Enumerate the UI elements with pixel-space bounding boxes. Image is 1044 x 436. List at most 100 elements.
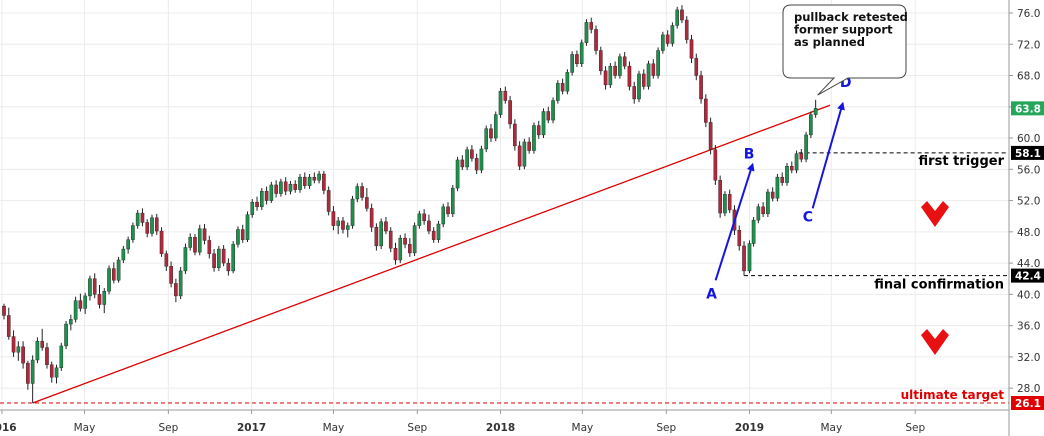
- candle-body: [684, 19, 689, 40]
- y-tick-label: 36.0: [1017, 321, 1040, 333]
- candle-body: [441, 206, 446, 225]
- candle-body: [40, 341, 44, 348]
- candle-body: [197, 228, 202, 253]
- candle-body: [641, 73, 646, 87]
- candle-body: [2, 305, 6, 316]
- y-tick-label: 28.0: [1017, 383, 1040, 395]
- candle-body: [794, 153, 799, 171]
- candle-body: [11, 336, 16, 353]
- candle-body: [770, 191, 775, 199]
- candle-body: [536, 125, 541, 136]
- candle-body: [651, 63, 656, 76]
- candle-body: [240, 229, 245, 240]
- candle-body: [508, 100, 512, 125]
- level-label: final confirmation: [874, 278, 1004, 293]
- price-tag-label: 63.8: [1015, 103, 1041, 115]
- y-tick-label: 52.0: [1017, 196, 1040, 208]
- candle-body: [202, 228, 207, 241]
- candle-body: [594, 29, 598, 51]
- candle-body: [317, 173, 321, 181]
- candle-body: [809, 114, 813, 136]
- candle-body: [188, 237, 193, 248]
- x-tick-label: Sep: [158, 422, 178, 434]
- level-label: first trigger: [919, 154, 1005, 169]
- candle-body: [785, 165, 789, 183]
- candle-body: [718, 180, 722, 214]
- candle-body: [603, 70, 608, 86]
- wave-arrow-ab: [714, 162, 755, 281]
- x-tick-label: May: [572, 422, 594, 434]
- candle-body: [455, 159, 460, 189]
- candle-body: [450, 187, 455, 215]
- candle-body: [465, 149, 469, 168]
- candle-body: [584, 22, 589, 43]
- price-tag-label: 58.1: [1015, 148, 1041, 160]
- candle-body: [178, 270, 183, 297]
- candle-body: [245, 214, 250, 240]
- x-tick-label: 2017: [237, 422, 266, 434]
- candle-body: [479, 148, 484, 171]
- candle-body: [64, 323, 68, 347]
- candle-body: [174, 283, 178, 297]
- price-tag: [1011, 101, 1044, 116]
- candle-body: [264, 190, 269, 201]
- candle-body: [30, 359, 35, 384]
- candle-body: [627, 65, 632, 87]
- candle-body: [322, 173, 326, 191]
- candle-body: [274, 184, 278, 194]
- candle-body: [608, 65, 613, 86]
- candle-body: [298, 176, 302, 190]
- x-tick-label: 2018: [486, 422, 515, 434]
- candle-body: [217, 248, 221, 268]
- candle-body: [374, 226, 379, 247]
- candle-body: [804, 134, 808, 160]
- candle-body: [116, 259, 121, 281]
- candle-body: [403, 237, 407, 245]
- candle-body: [78, 300, 83, 309]
- trendline-layer: [32, 104, 831, 404]
- candle-body: [88, 278, 92, 297]
- candle-body: [226, 262, 231, 272]
- candle-body: [799, 153, 804, 160]
- x-tick-label: Sep: [656, 422, 676, 434]
- candle-body: [527, 141, 531, 151]
- y-tick-label: 72.0: [1017, 39, 1040, 51]
- candle-body: [689, 39, 694, 59]
- candle-body: [126, 239, 130, 250]
- candle-body: [665, 34, 670, 44]
- level-lines: [0, 152, 1009, 404]
- candle-body: [498, 90, 503, 115]
- candle-body: [661, 34, 665, 51]
- candle-body: [6, 315, 11, 337]
- candle-body: [150, 217, 154, 234]
- candle-body: [417, 213, 422, 226]
- level-label: ultimate target: [901, 388, 1005, 402]
- candle-body: [756, 206, 761, 221]
- candle-body: [302, 176, 307, 186]
- candle-body: [269, 184, 274, 201]
- candles: [2, 5, 818, 403]
- x-tick-label: 2016: [0, 422, 17, 434]
- candle-body: [613, 65, 617, 76]
- candle-body: [92, 278, 97, 295]
- candle-body: [751, 219, 756, 244]
- candle-body: [54, 367, 59, 378]
- candle-body: [408, 244, 412, 254]
- wave-arrow-cd: [811, 101, 845, 209]
- candle-body: [742, 245, 746, 272]
- candle-body: [159, 230, 164, 254]
- candle-body: [193, 237, 197, 253]
- y-tick-label: 44.0: [1017, 258, 1040, 270]
- candle-body: [69, 319, 73, 325]
- candle-body: [384, 221, 388, 232]
- candle-body: [708, 122, 713, 150]
- candle-body: [26, 362, 30, 384]
- candle-body: [107, 268, 111, 292]
- candle-body: [493, 114, 498, 139]
- candle-body: [164, 253, 169, 267]
- candle-body: [670, 25, 675, 44]
- y-tick-label: 60.0: [1017, 133, 1040, 145]
- candle-body: [747, 243, 752, 272]
- candle-body: [21, 346, 25, 364]
